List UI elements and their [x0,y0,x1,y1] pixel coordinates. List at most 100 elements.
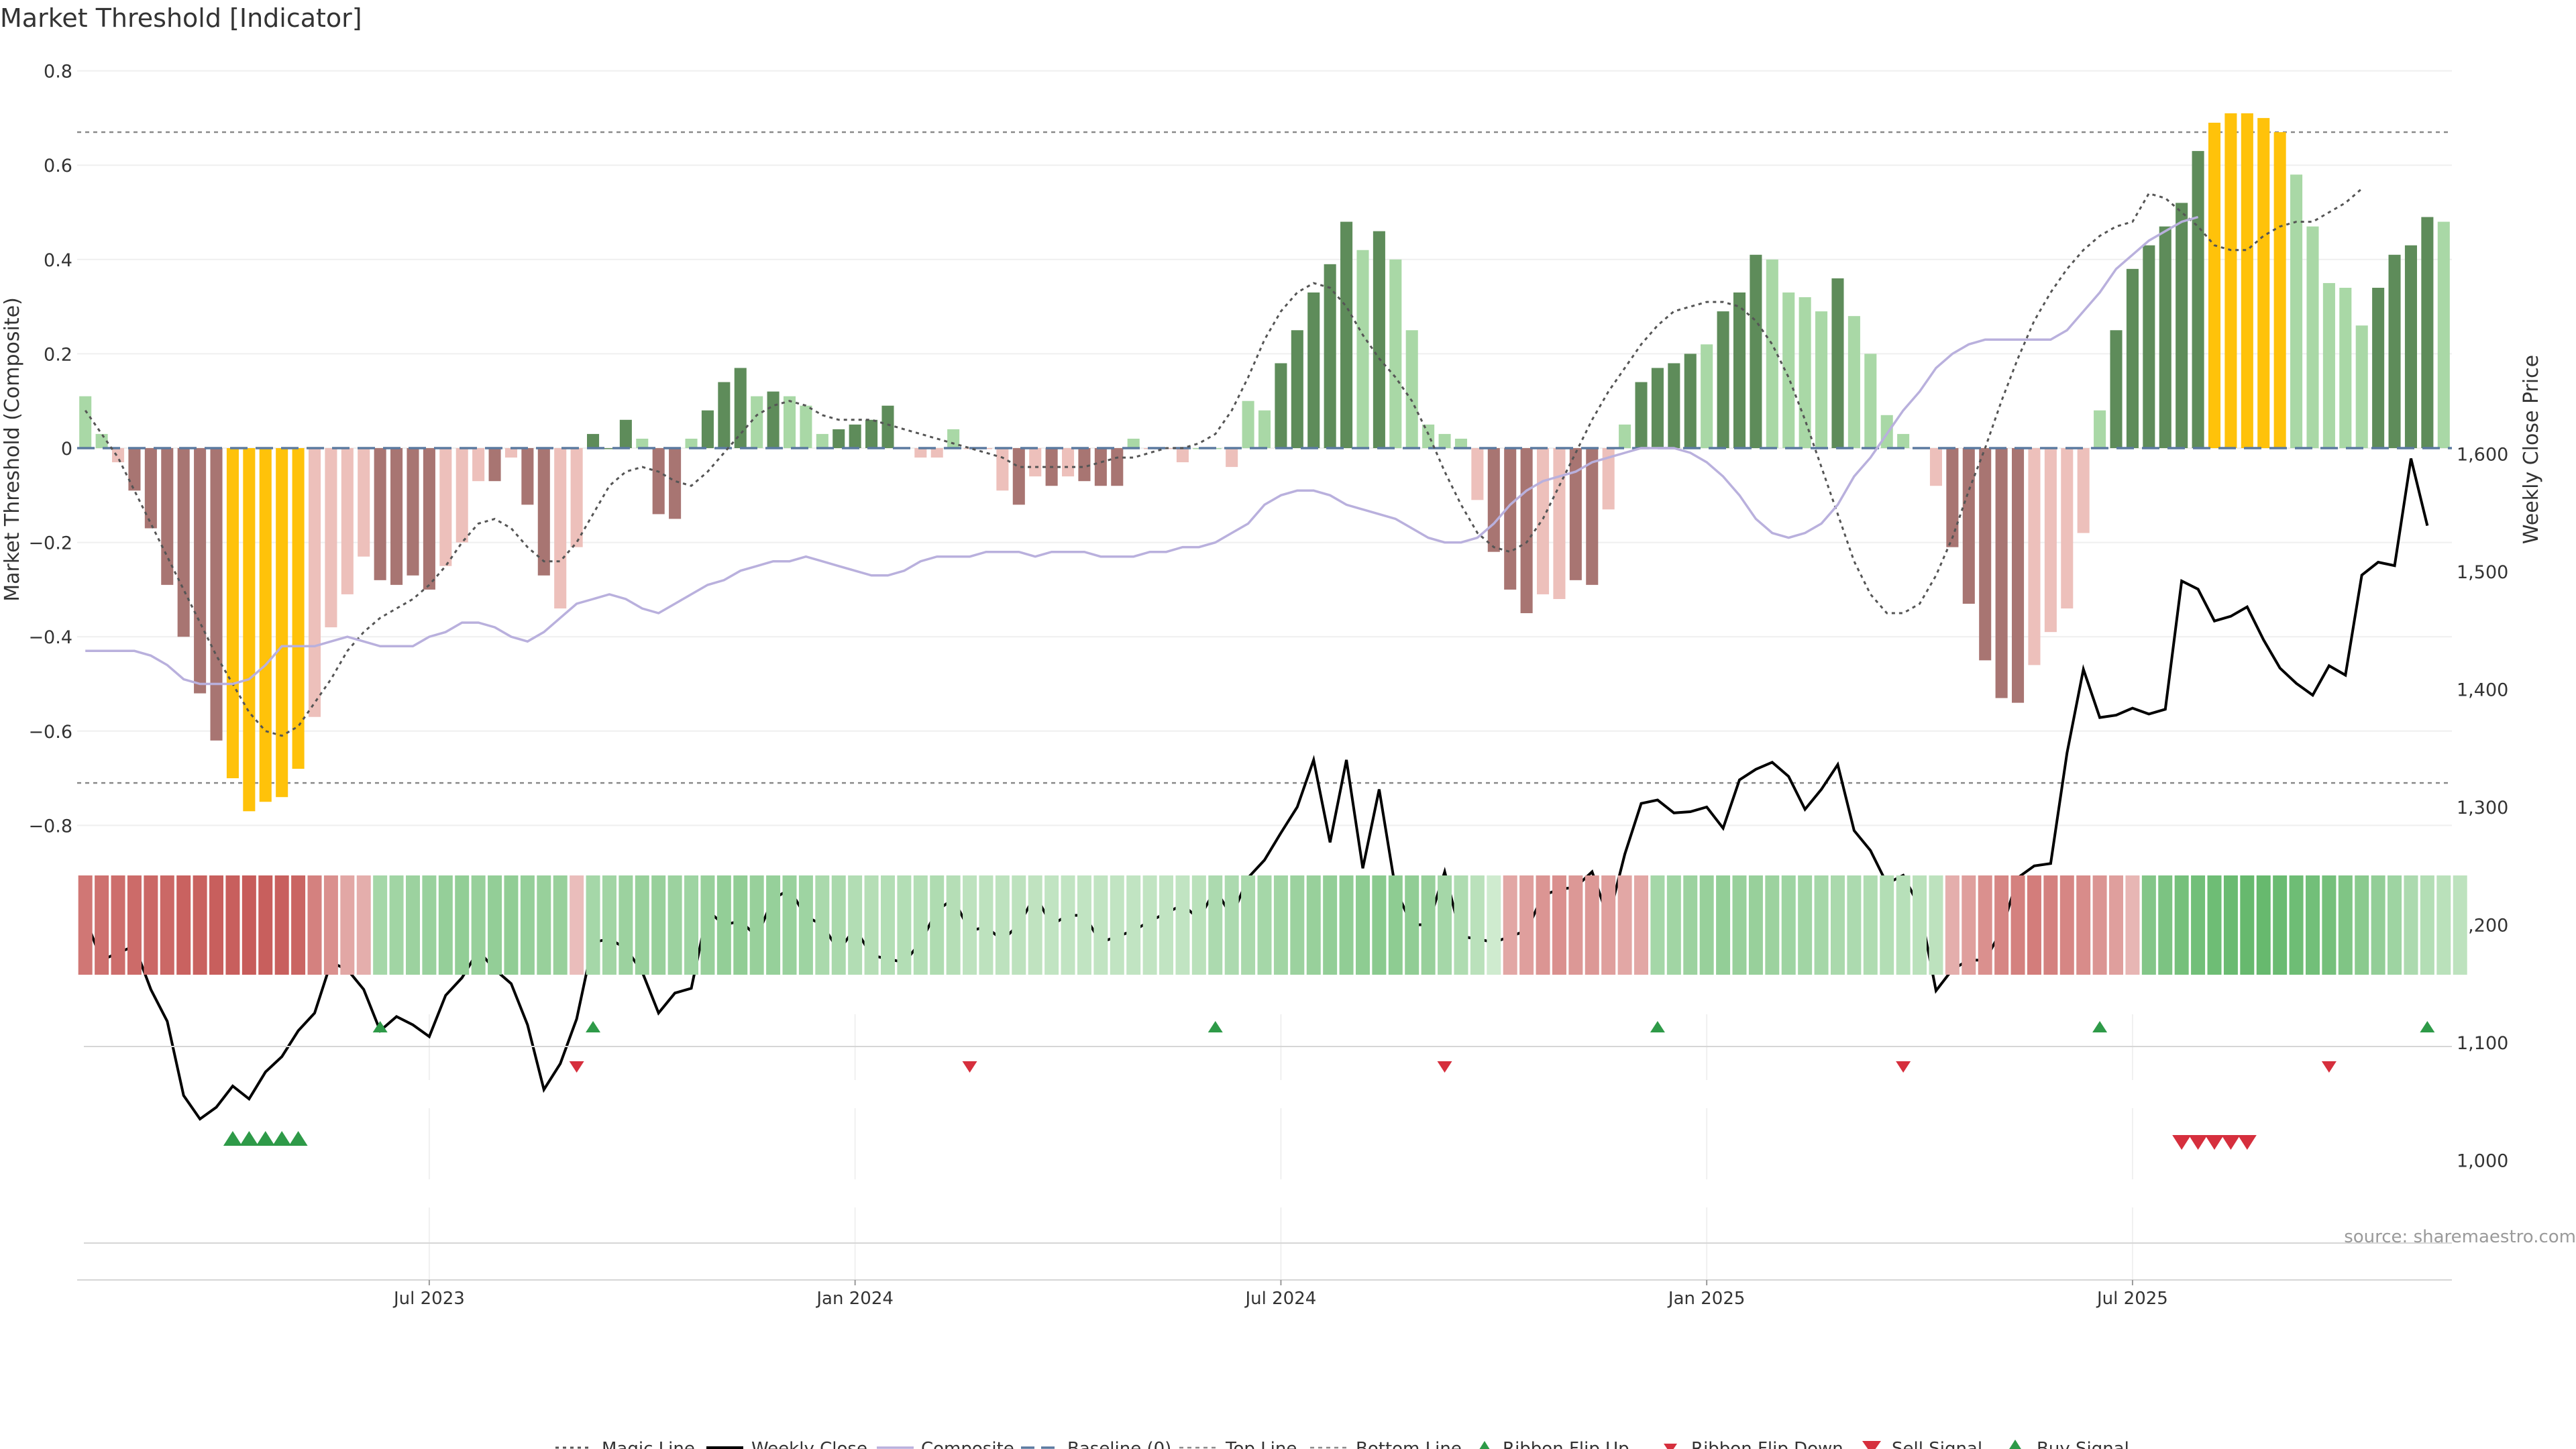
ribbon-cell [2240,875,2255,975]
composite-bar [2241,113,2253,448]
composite-bar [1979,448,1992,661]
right-tick-label: 1,000 [2457,1151,2508,1172]
composite-bar [1062,448,1075,477]
composite-bar [439,448,452,566]
ribbon-flip-down-icon [2321,1061,2337,1073]
composite-bar [1929,448,1942,486]
ribbon-cell [782,875,797,975]
sell-signal-icon [2172,1135,2192,1150]
ribbon-cell [1044,875,1059,975]
composite-bar [865,419,878,448]
composite-bar [1324,264,1336,448]
composite-bar [374,448,386,580]
legend-flip-down-icon [1664,1444,1677,1449]
composite-bar [226,448,239,779]
signal-markers [223,1131,2257,1150]
composite-bar [2257,117,2270,448]
composite-bar [177,448,190,637]
x-tick-label: Jan 2025 [1667,1289,1746,1309]
ribbon-cell [553,875,568,975]
composite-bar [144,448,157,529]
ribbon-cell [2273,875,2288,975]
legend-buy-label: Buy Signal [2037,1439,2129,1449]
ribbon-cell [438,875,453,975]
composite-bar [292,448,305,769]
x-tick-label: Jul 2023 [392,1289,465,1309]
composite-bar [1553,448,1566,599]
ribbon-cell [635,875,649,975]
ribbon-cell [2289,875,2304,975]
composite-bar [2110,330,2123,448]
ribbon-cell [2436,875,2451,975]
ribbon-cell [1388,875,1403,975]
x-tick-label: Jan 2024 [815,1289,894,1309]
composite-bar [1356,250,1369,448]
composite-bar [161,448,174,585]
ribbon-cell [1257,875,1272,975]
ribbon-cell [176,875,191,975]
composite-bar [947,429,960,448]
ribbon-cell [274,875,289,975]
composite-bar [1537,448,1550,594]
composite-bar [128,448,141,491]
ribbon-cell [1945,875,1960,975]
right-tick-label: 1,100 [2457,1033,2508,1054]
composite-bar [1029,448,1042,477]
composite-bar [1880,415,1893,448]
ribbon-cell [1830,875,1845,975]
ribbon-cell [864,875,879,975]
composite-bar [2028,448,2041,665]
composite-bar [2126,268,2139,448]
ribbon-cell [1732,875,1747,975]
chart-title: Market Threshold [Indicator] [0,3,362,33]
composite-bars [79,113,2450,812]
composite-bar [2143,245,2155,448]
composite-bar [1454,438,1467,448]
ribbon-cell [209,875,224,975]
right-tick-label: 1,500 [2457,562,2508,583]
ribbon-cell [1372,875,1387,975]
ribbon-cell [1405,875,1419,975]
composite-bar [210,448,223,741]
composite-bar [1422,424,1435,448]
composite-bar [1012,448,1025,505]
composite-bar [1373,231,1385,448]
composite-bar [652,448,665,515]
source-credit: source: sharemaestro.com [2344,1227,2576,1247]
composite-bar [1291,330,1303,448]
ribbon-cell [979,875,994,975]
composite-bar [1766,259,1778,448]
ribbon-cell [160,875,174,975]
legend-composite-label: Composite [921,1439,1014,1449]
composite-bar [751,396,763,448]
ribbon-flip-up-icon [1208,1021,1223,1032]
composite-bar [2290,174,2303,448]
composite-bar [455,448,468,543]
ribbon-cell [2256,875,2271,975]
ribbon-cell [1290,875,1305,975]
composite-bar [1504,448,1517,590]
right-tick-label: 1,400 [2457,680,2508,701]
composite-bar [1717,311,1729,448]
composite-bar [2355,325,2368,448]
ribbon-cell [963,875,977,975]
left-axis-label: Market Threshold (Composite) [1,297,24,602]
composite-bar [1340,221,1353,448]
ribbon-cell [700,875,715,975]
composite-bar [833,429,845,448]
composite-bar [358,448,370,557]
composite-bar [1176,448,1189,463]
right-tick-label: 1,600 [2457,445,2508,466]
composite-bar [1471,448,1484,500]
buy-signal-icon [223,1131,242,1146]
composite-bar [1127,438,1140,448]
composite-bar [1635,382,1648,448]
ribbon-cell [798,875,813,975]
composite-bar [488,448,501,482]
composite-bar [504,448,517,458]
ribbon-cell [880,875,895,975]
left-tick-label: 0.6 [44,156,72,176]
composite-bar [2094,410,2106,448]
ribbon-cell [1748,875,1763,975]
